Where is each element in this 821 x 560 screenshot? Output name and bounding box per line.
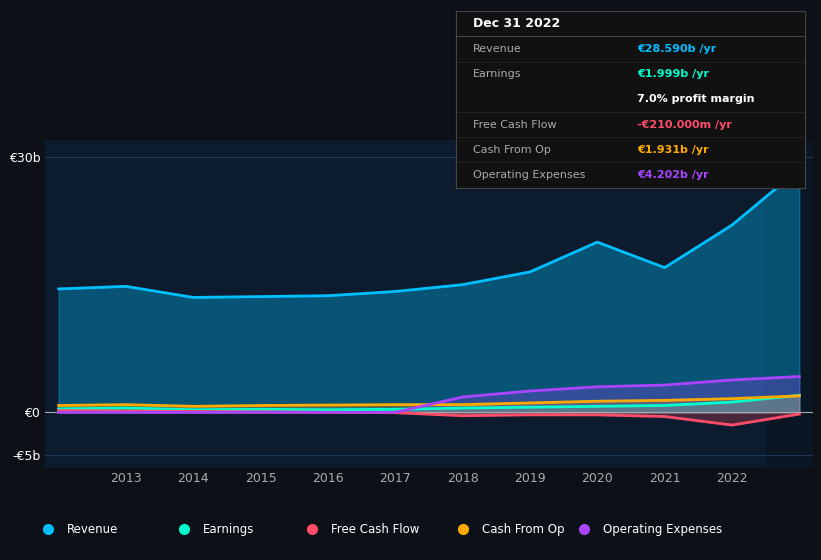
Text: €1.931b /yr: €1.931b /yr xyxy=(637,145,709,155)
Text: Revenue: Revenue xyxy=(473,44,522,54)
Text: Cash From Op: Cash From Op xyxy=(482,522,565,536)
Text: Revenue: Revenue xyxy=(67,522,118,536)
Text: Free Cash Flow: Free Cash Flow xyxy=(331,522,420,536)
Text: 7.0% profit margin: 7.0% profit margin xyxy=(637,95,754,104)
Text: Earnings: Earnings xyxy=(473,69,521,79)
Text: Dec 31 2022: Dec 31 2022 xyxy=(473,17,561,30)
Text: -€210.000m /yr: -€210.000m /yr xyxy=(637,120,732,129)
Text: €28.590b /yr: €28.590b /yr xyxy=(637,44,717,54)
Text: Free Cash Flow: Free Cash Flow xyxy=(473,120,557,129)
Text: Earnings: Earnings xyxy=(203,522,255,536)
Bar xyxy=(766,140,813,468)
Text: Cash From Op: Cash From Op xyxy=(473,145,551,155)
Text: €1.999b /yr: €1.999b /yr xyxy=(637,69,709,79)
Text: €4.202b /yr: €4.202b /yr xyxy=(637,170,709,180)
Text: Operating Expenses: Operating Expenses xyxy=(473,170,585,180)
Text: Operating Expenses: Operating Expenses xyxy=(603,522,722,536)
